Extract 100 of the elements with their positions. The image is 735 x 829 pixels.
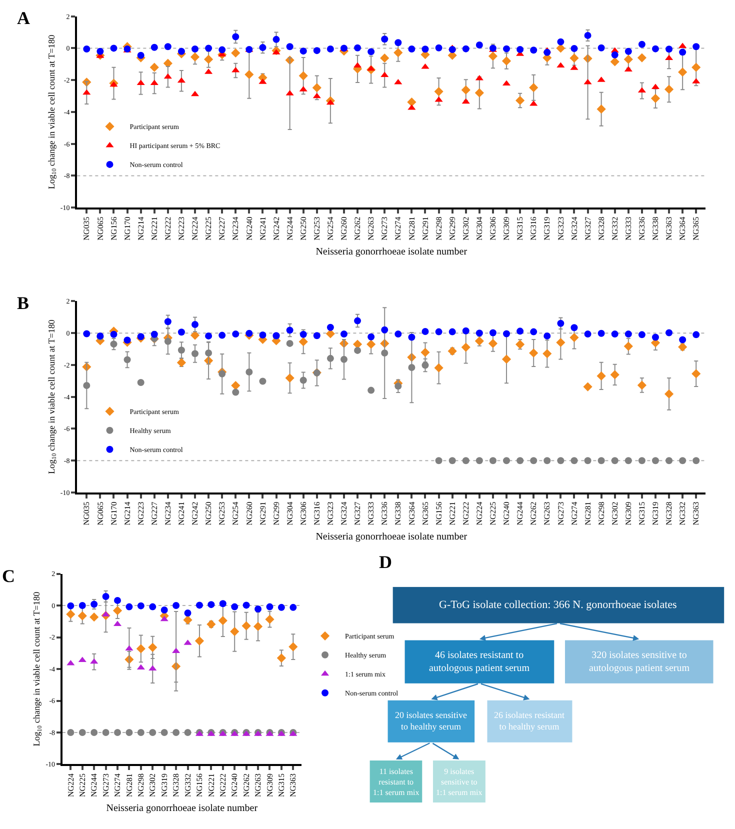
x-tick-label: NG332 (183, 773, 192, 798)
x-tick-label: NG364 (407, 502, 416, 526)
x-tick-label: NG302 (461, 216, 470, 240)
x-tick-label: NG328 (172, 773, 181, 798)
x-tick-label: NG309 (265, 773, 274, 798)
x-tick-label: NG240 (230, 773, 240, 798)
x-tick-label: NG319 (160, 773, 169, 798)
chart-title: C (2, 566, 15, 586)
x-tick-label: NG240 (502, 502, 512, 526)
x-tick-label: NG319 (542, 216, 552, 240)
x-tick-label: NG260 (340, 216, 349, 240)
x-tick-label: NG365 (420, 502, 430, 526)
x-tick-label: NG302 (148, 773, 158, 798)
x-tick-label: NG262 (353, 216, 362, 240)
text: G-ToG isolate collection: 366 N. gonorrhoeae isolates (439, 599, 677, 611)
x-tick-label: NG281 (583, 502, 592, 526)
x-tick-label: NG035 (82, 216, 92, 240)
x-tick-label: NG291 (420, 216, 430, 240)
x-tick-label: NG254 (326, 216, 336, 240)
x-tick-label: NG298 (596, 502, 606, 526)
x-tick-label: NG363 (692, 502, 701, 526)
x-tick-label: NG315 (277, 773, 286, 798)
x-tick-label: NG316 (529, 216, 538, 240)
x-tick-label: NG304 (475, 216, 484, 240)
x-tick-label: NG281 (407, 216, 416, 240)
x-tick-label: NG364 (678, 216, 688, 240)
x-tick-label: NG306 (488, 216, 498, 240)
x-tick-label: NG253 (312, 216, 322, 240)
x-tick-label: NG065 (96, 502, 105, 526)
x-tick-label: NG221 (448, 502, 457, 526)
x-tick-label: NG336 (380, 502, 390, 526)
x-tick-label: NG363 (288, 773, 298, 798)
x-tick-label: NG221 (206, 773, 216, 798)
x-tick-label: NG315 (638, 502, 647, 526)
x-tick-label: NG324 (340, 502, 349, 526)
x-tick-label: NG214 (122, 502, 132, 526)
x-tick-label: NG214 (136, 216, 146, 240)
chart-title: A (17, 8, 30, 28)
x-tick-label: NG291 (258, 502, 268, 526)
x-tick-label: NG240 (244, 216, 254, 240)
x-tick-label: NG273 (556, 502, 566, 526)
x-tick-label: NG241 (258, 216, 268, 240)
x-tick-label: NG333 (624, 216, 634, 240)
x-tick-label: NG333 (366, 502, 376, 526)
x-tick-label: NG263 (542, 502, 552, 526)
x-tick-label: NG262 (242, 773, 251, 798)
x-tick-label: NG273 (380, 216, 390, 240)
x-axis-title: Neisseria gonorrhoeae isolate number (106, 803, 258, 814)
x-tick-label: NG332 (678, 502, 688, 526)
x-tick-label: NG225 (488, 502, 498, 526)
x-tick-label: NG242 (190, 502, 200, 526)
x-tick-label: NG281 (124, 773, 134, 798)
x-tick-label: NG221 (150, 216, 159, 240)
x-tick-label: NG156 (109, 216, 118, 240)
x-tick-label: NG222 (218, 773, 228, 798)
x-tick-label: NG242 (272, 216, 281, 240)
text: 9 isolates sensitive to 1:1 serum mix (436, 767, 482, 797)
text: 26 isolates resistant to healthy serum (494, 710, 565, 732)
x-tick-label: NG254 (231, 502, 240, 526)
x-tick-label: NG316 (312, 502, 322, 526)
x-tick-label: NG035 (82, 502, 92, 526)
x-tick-label: NG250 (298, 216, 308, 240)
x-tick-label: NG315 (516, 216, 525, 240)
x-tick-label: NG156 (434, 502, 444, 526)
x-tick-label: NG244 (90, 773, 99, 798)
x-tick-label: NG298 (434, 216, 444, 240)
x-tick-label: NG336 (638, 216, 647, 240)
x-tick-label: NG156 (195, 773, 204, 798)
x-tick-label: NG222 (164, 216, 173, 240)
x-tick-label: NG324 (570, 216, 579, 240)
x-tick-label: NG363 (664, 216, 674, 240)
x-tick-label: NG338 (651, 216, 660, 240)
x-tick-label: NG323 (556, 216, 566, 240)
text: 320 isolates sensitive to autologous patient serum (589, 650, 690, 674)
x-tick-label: NG223 (177, 216, 186, 240)
x-tick-label: NG170 (109, 502, 118, 526)
x-tick-label: NG262 (529, 502, 538, 526)
x-tick-label: NG328 (664, 502, 674, 526)
x-tick-label: NG225 (78, 773, 87, 798)
x-tick-label: NG273 (101, 773, 110, 798)
x-tick-label: NG225 (204, 216, 214, 240)
x-tick-label: NG241 (177, 502, 186, 526)
x-tick-label: NG332 (610, 216, 620, 240)
text: 20 isolates sensitive to healthy serum (395, 710, 467, 732)
x-tick-label: NG227 (150, 502, 159, 526)
x-tick-label: NG234 (231, 216, 240, 240)
x-tick-label: NG327 (353, 502, 362, 526)
x-tick-label: NG338 (394, 502, 403, 526)
x-tick-label: NG260 (244, 502, 254, 526)
x-tick-label: NG263 (254, 773, 263, 798)
x-axis-title: Neisseria gonorrhoeae isolate number (316, 531, 468, 542)
x-tick-label: NG227 (218, 216, 227, 240)
x-tick-label: NG223 (136, 502, 146, 526)
x-tick-label: NG274 (394, 216, 403, 240)
x-tick-label: NG253 (218, 502, 227, 526)
x-tick-label: NG224 (475, 502, 484, 526)
x-tick-label: NG298 (136, 773, 146, 798)
x-tick-label: NG327 (583, 216, 592, 240)
x-tick-label: NG222 (461, 502, 470, 526)
x-tick-label: NG302 (610, 502, 620, 526)
